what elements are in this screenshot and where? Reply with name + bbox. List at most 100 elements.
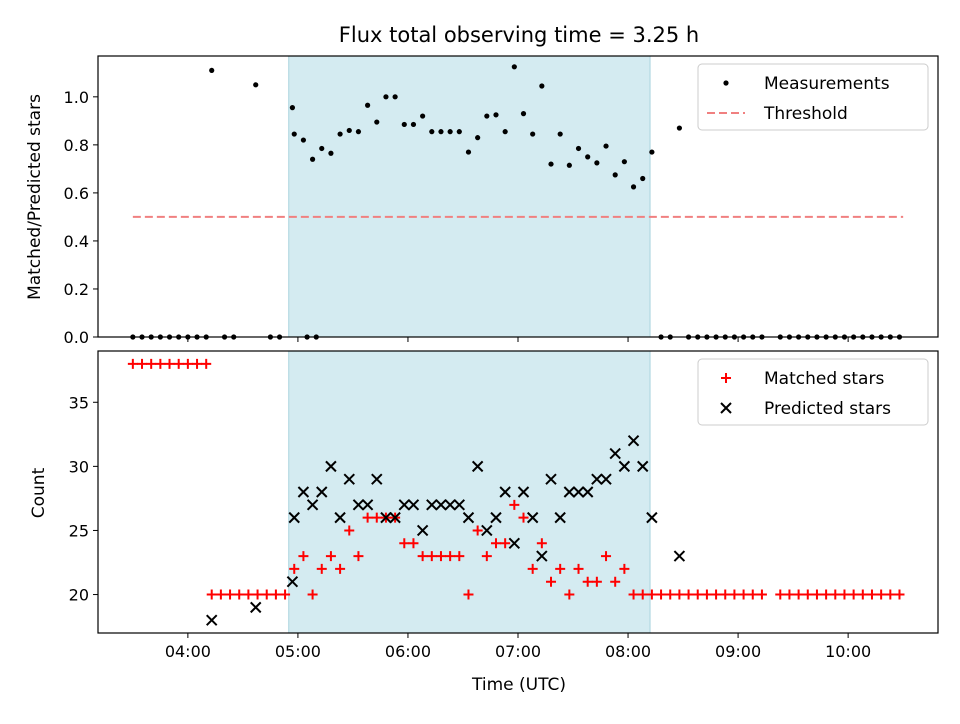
matched-star-point — [518, 512, 529, 523]
measurement-point — [438, 129, 444, 135]
matched-star-point — [173, 358, 184, 369]
matched-star-point — [738, 589, 749, 600]
predicted-star-point — [471, 460, 484, 473]
matched-star-point — [665, 589, 676, 600]
top-observing-span — [288, 55, 651, 338]
legend-box — [697, 358, 929, 426]
bottom-legend: Matched stars Predicted stars — [697, 358, 929, 426]
bottom-series-matched-stars — [127, 358, 905, 600]
top-panel: 0.0 0.2 0.4 0.6 0.8 1.0 Measurements Threshold — [64, 55, 939, 347]
matched-star-point — [289, 563, 300, 574]
y-tick-label: 0.4 — [64, 232, 89, 251]
predicted-star-point — [435, 499, 447, 511]
matched-star-point — [857, 589, 868, 600]
measurement-point — [401, 121, 407, 128]
predicted-star-point — [581, 486, 594, 498]
x-axis-label: Time (UTC) — [471, 675, 566, 695]
matched-star-point — [127, 358, 138, 369]
matched-star-point — [215, 589, 226, 600]
x-tick-label: 08:00 — [605, 642, 651, 661]
measurement-point — [475, 135, 481, 141]
x-tick-label: 07:00 — [495, 642, 541, 661]
predicted-star-point — [426, 499, 438, 511]
predicted-star-point — [444, 499, 456, 511]
predicted-star-point — [306, 499, 319, 511]
matched-star-point — [866, 589, 877, 600]
measurement-point — [337, 131, 343, 137]
predicted-star-point — [361, 499, 374, 511]
predicted-star-point — [398, 499, 410, 511]
matched-star-point — [756, 589, 767, 600]
predicted-star-point — [288, 511, 300, 524]
legend-box — [697, 63, 929, 131]
matched-star-point — [454, 551, 465, 562]
predicted-star-point — [499, 486, 511, 498]
bottom-observing-span — [288, 350, 651, 634]
matched-star-point — [582, 576, 593, 587]
y-tick-label: 0.2 — [64, 280, 89, 299]
measurement-point — [374, 119, 380, 125]
measurement-point — [289, 105, 296, 111]
matched-star-point — [848, 589, 859, 600]
predicted-star-point — [286, 576, 299, 588]
legend-dot-marker — [723, 80, 729, 86]
matched-star-point — [362, 512, 373, 523]
matched-star-point — [155, 358, 166, 369]
matched-star-point — [353, 551, 364, 562]
matched-star-point — [536, 538, 547, 549]
predicted-star-point — [673, 550, 686, 562]
predicted-star-point — [554, 511, 566, 524]
measurement-point — [575, 145, 582, 152]
predicted-star-point — [462, 511, 475, 524]
matched-star-point — [206, 589, 217, 600]
matched-star-point — [146, 358, 157, 369]
matched-star-point — [692, 589, 703, 600]
y-tick-label: 20 — [69, 586, 89, 605]
top-y-axis-label: Matched/Predicted stars — [25, 94, 45, 300]
x-tick-label: 04:00 — [165, 642, 211, 661]
matched-star-point — [280, 589, 291, 600]
matched-star-point — [445, 551, 456, 562]
matched-star-point — [192, 358, 203, 369]
matched-star-point — [472, 525, 483, 536]
legend-plus-marker — [721, 373, 731, 383]
matched-star-point — [646, 589, 657, 600]
legend-label: Predicted stars — [764, 399, 891, 419]
predicted-star-point — [316, 486, 328, 498]
measurement-point — [456, 129, 462, 135]
predicted-star-point — [343, 473, 355, 485]
measurement-point — [484, 113, 490, 119]
measurement-point — [365, 102, 371, 108]
predicted-star-point — [545, 473, 557, 485]
predicted-star-point — [352, 499, 365, 511]
measurement-point — [410, 121, 417, 128]
matched-star-point — [490, 538, 501, 549]
measurement-point — [291, 131, 297, 137]
measurement-point — [530, 131, 536, 137]
matched-star-point — [261, 589, 272, 600]
matched-star-point — [234, 589, 245, 600]
predicted-star-point — [646, 511, 658, 524]
measurement-point — [676, 125, 682, 131]
measurement-point — [209, 67, 215, 74]
measurement-point — [447, 129, 453, 135]
matched-star-point — [137, 358, 148, 369]
measurement-point — [328, 150, 334, 156]
y-tick-label: 30 — [69, 457, 89, 476]
measurement-point — [253, 82, 259, 88]
matched-star-point — [839, 589, 850, 600]
matched-star-point — [656, 589, 667, 600]
measurement-point — [557, 131, 563, 137]
matched-star-point — [270, 589, 281, 600]
matched-star-point — [500, 538, 511, 549]
matched-star-point — [408, 538, 419, 549]
matched-star-point — [830, 589, 841, 600]
bottom-panel: 20 25 30 35 04:00 05:00 06:00 07:00 08:00 09:00 10… — [69, 350, 939, 661]
predicted-star-point — [572, 486, 585, 498]
predicted-star-point — [637, 460, 649, 473]
matched-star-point — [885, 589, 896, 600]
matched-star-point — [775, 589, 786, 600]
matched-star-point — [720, 589, 731, 600]
predicted-star-point — [416, 524, 429, 537]
